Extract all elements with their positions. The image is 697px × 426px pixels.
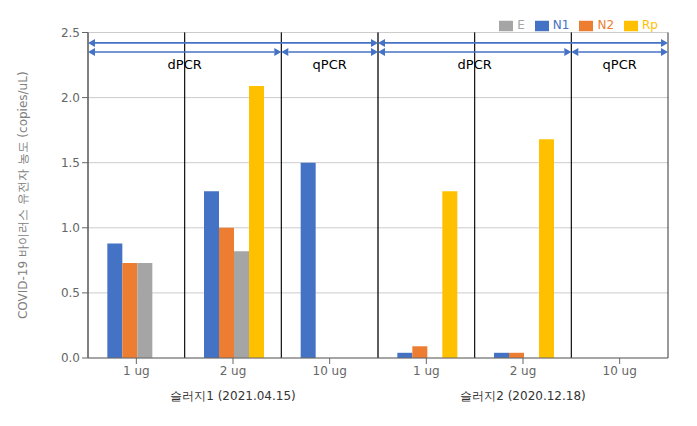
svg-text:2 ug: 2 ug (220, 364, 247, 378)
svg-text:1 ug: 1 ug (413, 364, 440, 378)
svg-text:2 ug: 2 ug (510, 364, 537, 378)
svg-text:10 ug: 10 ug (313, 364, 347, 378)
svg-text:COVID-19 바이러스 유전자 농도 (copies/u: COVID-19 바이러스 유전자 농도 (copies/uL) (16, 71, 30, 319)
html-text:N2: N2 (597, 18, 614, 32)
svg-text:0.5: 0.5 (61, 286, 80, 300)
svg-text:1.5: 1.5 (61, 156, 80, 170)
svg-text:dPCR: dPCR (168, 57, 202, 72)
svg-text:2.0: 2.0 (61, 91, 80, 105)
svg-text:1 ug: 1 ug (123, 364, 150, 378)
svg-text:qPCR: qPCR (603, 57, 637, 72)
svg-text:1.0: 1.0 (61, 221, 80, 235)
svg-text:dPCR: dPCR (458, 57, 492, 72)
svg-text:0.0: 0.0 (61, 351, 80, 365)
html-text:N1: N1 (552, 18, 570, 32)
svg-text:슬러지2 (2020.12.18): 슬러지2 (2020.12.18) (460, 389, 586, 403)
svg-text:10 ug: 10 ug (603, 364, 637, 378)
svg-text:슬러지1 (2021.04.15): 슬러지1 (2021.04.15) (170, 389, 296, 403)
svg-text:qPCR: qPCR (313, 57, 347, 72)
svg-text:2.5: 2.5 (61, 26, 80, 40)
html-text:E: E (517, 18, 525, 32)
html-text:Rp: Rp (642, 18, 658, 32)
